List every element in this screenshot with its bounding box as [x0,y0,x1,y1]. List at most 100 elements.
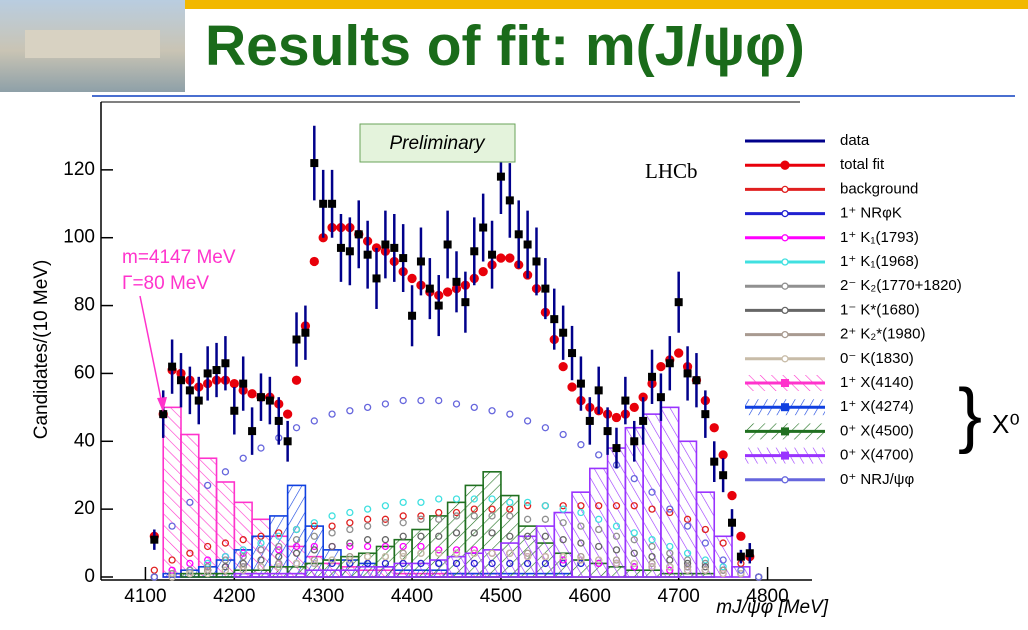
legend-marker [782,186,788,192]
data-point [239,380,247,388]
hist-bin [412,563,430,577]
data-point [524,241,532,249]
data-point [346,247,354,255]
annotation-arrow [140,296,162,404]
point [400,520,406,526]
y-tick-label: 80 [74,295,95,316]
hist-bin [661,407,679,577]
point [365,516,371,522]
hist-bin [323,570,341,577]
legend-label: data [840,132,870,149]
point [657,363,665,371]
legend-marker [782,356,788,362]
point [728,492,736,500]
legend-marker [782,477,788,483]
mass-annotation: m=4147 MeV [122,247,236,268]
point [675,349,683,357]
y-tick-label: 40 [74,430,95,451]
hist-bin [359,567,377,577]
data-point [364,251,372,259]
data-point [381,241,389,249]
point [222,469,228,475]
data-point [630,437,638,445]
data-point [328,200,336,208]
point [436,398,442,404]
point [454,496,460,502]
legend-label: 2⁻ K₂(1770+1820) [840,277,962,294]
x-axis-label: mJ/ψφ [MeV] [716,597,828,618]
data-point [301,329,309,337]
data-point [612,444,620,452]
point [630,403,638,411]
point [436,496,442,502]
data-point [515,230,523,238]
slide-title: Results of fit: m(J/ψφ) [205,14,805,78]
castle-shape [25,30,160,58]
point [497,254,505,262]
brace-label: X⁰ [992,409,1020,439]
width-annotation: Γ=80 MeV [122,273,209,294]
data-point [248,427,256,435]
point [382,401,388,407]
point [400,533,406,539]
hist-bin [288,485,306,577]
point [525,516,531,522]
data-point [586,417,594,425]
data-point [701,410,709,418]
point [347,510,353,516]
data-point [737,553,745,561]
legend-marker [781,379,789,387]
point [310,257,318,265]
point [365,523,371,529]
point [400,499,406,505]
y-tick-label: 20 [74,498,95,519]
data-point [319,200,327,208]
slide: Results of fit: m(J/ψφ) 0204060801001204… [0,0,1028,630]
point [612,414,620,422]
data-point [746,549,754,557]
hist-bin [234,574,252,577]
data-point [310,159,318,167]
data-point [426,285,434,293]
data-point [497,173,505,181]
point [559,363,567,371]
legend-marker [781,427,789,435]
point [329,523,335,529]
point [382,537,388,543]
data-point [577,380,585,388]
data-point [550,315,558,323]
legend-marker [781,161,789,169]
data-point [186,386,194,394]
legend-marker [782,283,788,289]
data-point [532,257,540,265]
data-point [568,349,576,357]
point [542,425,548,431]
data-point [373,274,381,282]
point [560,432,566,438]
brace: } [958,375,982,455]
point [506,254,514,262]
point [418,398,424,404]
hist-bin [163,407,181,577]
data-point [604,427,612,435]
data-point [230,407,238,415]
point [365,543,371,549]
point [436,510,442,516]
data-point [257,393,265,401]
legend-label: 1⁺ NRφK [840,205,902,222]
data-point [621,397,629,405]
data-point [159,410,167,418]
data-point [266,397,274,405]
point [507,411,513,417]
hist-bin [572,492,590,577]
legend-marker [782,235,788,241]
data-point [479,224,487,232]
legend-label: 1⁻ K*(1680) [840,301,920,318]
data-point [648,373,656,381]
point [329,543,335,549]
point [578,442,584,448]
data-point [177,376,185,384]
data-point [657,393,665,401]
legend-marker [781,452,789,460]
data-point [461,298,469,306]
